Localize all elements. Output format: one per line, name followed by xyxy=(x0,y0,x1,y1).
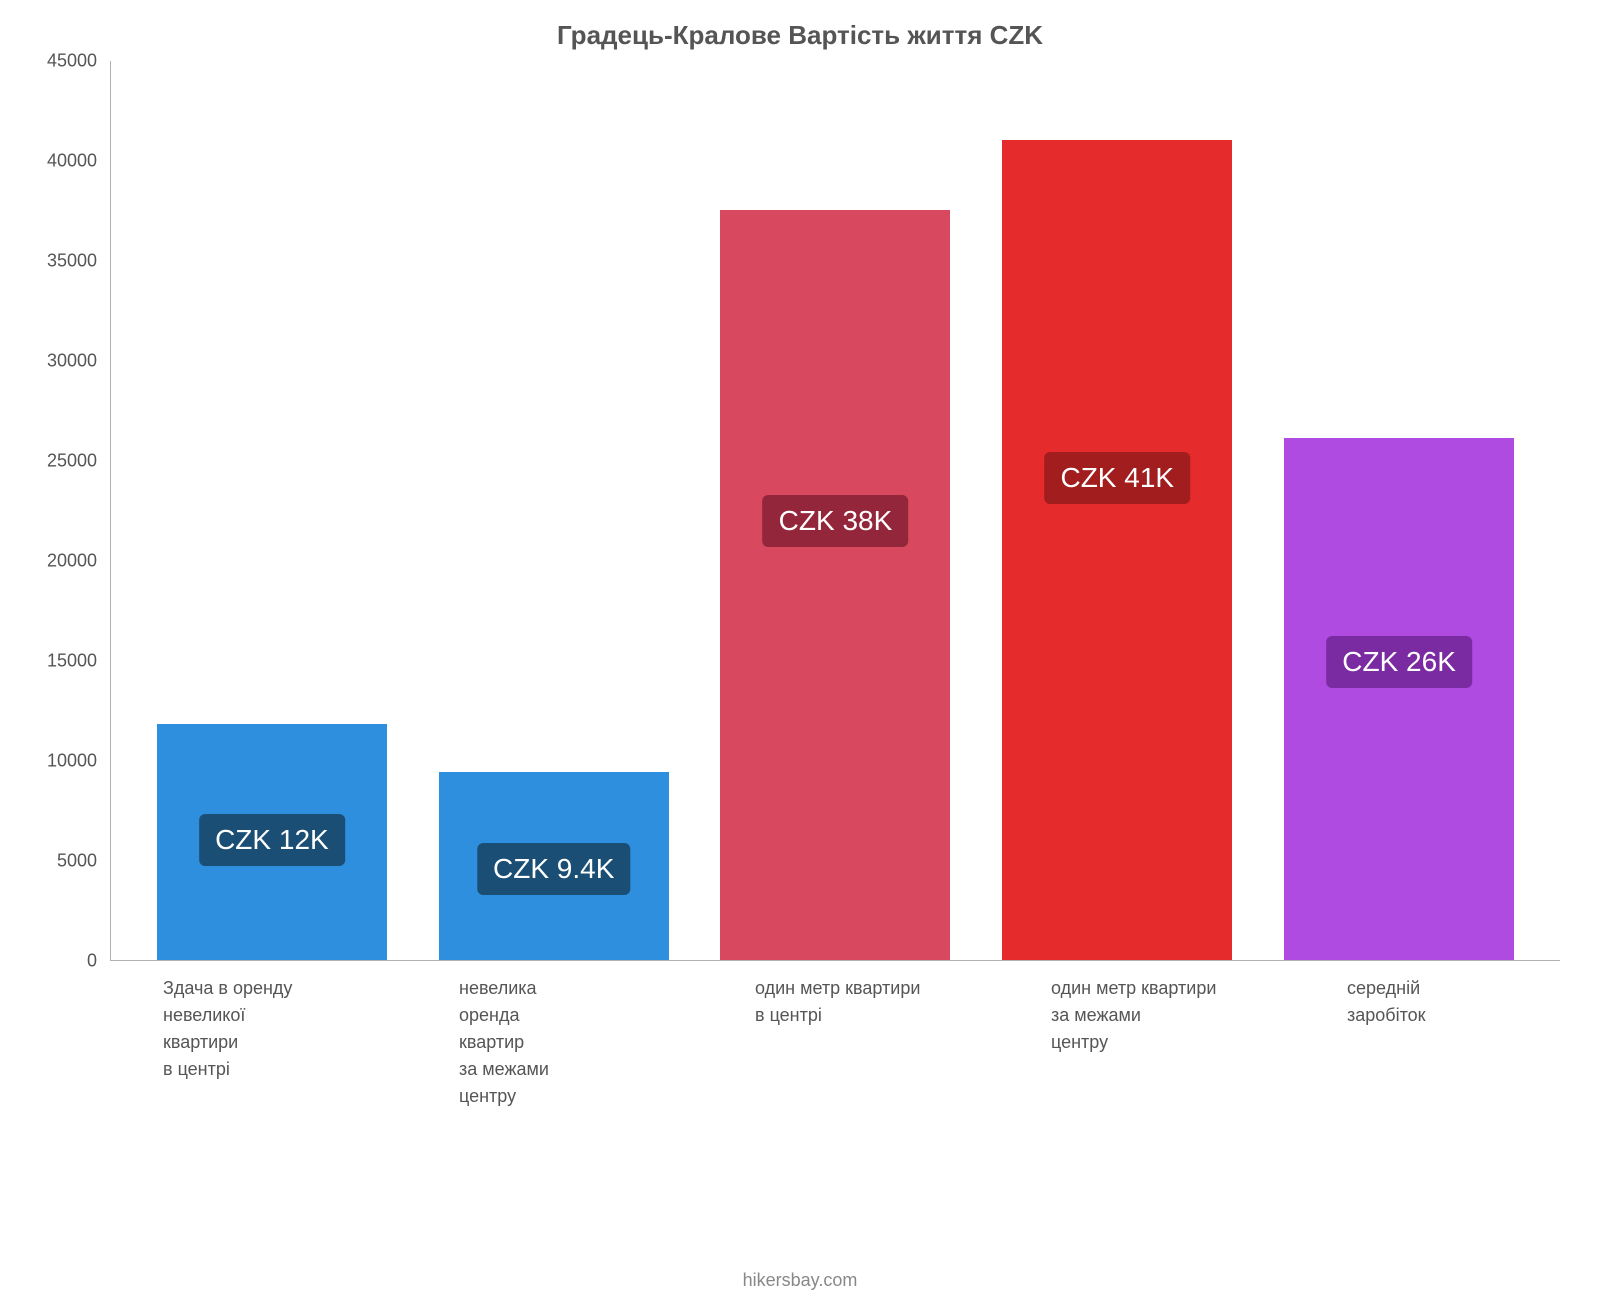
x-category-label: один метр квартирив центрі xyxy=(745,961,995,1110)
y-tick-label: 30000 xyxy=(47,351,97,372)
bar: CZK 12K xyxy=(157,724,387,960)
y-tick-label: 45000 xyxy=(47,51,97,72)
y-tick-label: 40000 xyxy=(47,151,97,172)
bar-value-badge: CZK 26K xyxy=(1326,636,1472,688)
footer-credit: hikersbay.com xyxy=(40,1270,1560,1291)
x-category-label: невеликаорендаквартирза межамицентру xyxy=(449,961,699,1110)
bar-value-badge: CZK 12K xyxy=(199,814,345,866)
plot-area: CZK 12K CZK 9.4K CZK 38K CZK 41K CZK 26K xyxy=(110,61,1560,961)
bar: CZK 38K xyxy=(720,210,950,960)
x-category-label: Здача в орендуневеликоїквартирив центрі xyxy=(153,961,403,1110)
y-tick-label: 15000 xyxy=(47,651,97,672)
y-tick-label: 35000 xyxy=(47,251,97,272)
x-category-label: один метр квартириза межамицентру xyxy=(1041,961,1291,1110)
y-axis: 0500010000150002000025000300003500040000… xyxy=(40,61,105,961)
bar: CZK 41K xyxy=(1002,140,1232,960)
bar-slot: CZK 12K xyxy=(131,61,413,960)
y-tick-label: 10000 xyxy=(47,751,97,772)
bars-row: CZK 12K CZK 9.4K CZK 38K CZK 41K CZK 26K xyxy=(111,61,1560,960)
bar-slot: CZK 26K xyxy=(1258,61,1540,960)
y-tick-label: 5000 xyxy=(57,851,97,872)
bar-slot: CZK 41K xyxy=(976,61,1258,960)
bar: CZK 9.4K xyxy=(439,772,669,960)
bar-slot: CZK 9.4K xyxy=(413,61,695,960)
y-tick-label: 25000 xyxy=(47,451,97,472)
y-tick-label: 20000 xyxy=(47,551,97,572)
bar: CZK 26K xyxy=(1284,438,1514,960)
x-axis-labels: Здача в орендуневеликоїквартирив центрі н… xyxy=(110,961,1600,1110)
bar-value-badge: CZK 38K xyxy=(763,495,909,547)
y-tick-label: 0 xyxy=(87,951,97,972)
x-category-label: середнійзаробіток xyxy=(1337,961,1587,1110)
bar-slot: CZK 38K xyxy=(695,61,977,960)
chart-title: Градець-Кралове Вартість життя CZK xyxy=(40,20,1560,51)
bar-value-badge: CZK 9.4K xyxy=(477,843,630,895)
bar-value-badge: CZK 41K xyxy=(1044,452,1190,504)
chart-container: 0500010000150002000025000300003500040000… xyxy=(40,61,1560,961)
